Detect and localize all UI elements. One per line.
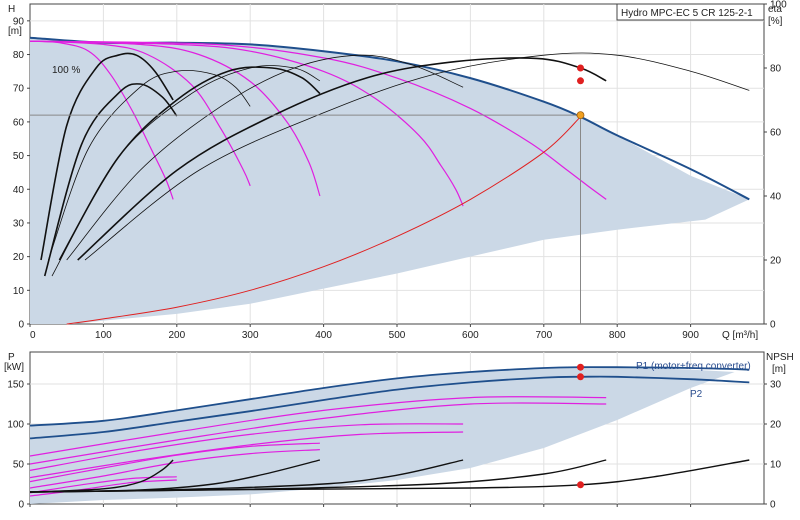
series-line-speed-power	[29, 479, 177, 497]
p1-label: P1 (motor+freq.converter)	[636, 361, 751, 372]
series-line-eta	[84, 52, 750, 261]
p-axis-unit: [kW]	[4, 362, 24, 373]
y-tick-label: 0	[18, 320, 24, 331]
y2-tick-label: 0	[770, 500, 776, 511]
y-tick-label: 70	[13, 84, 25, 95]
series-line-eta	[77, 57, 607, 261]
series-line-speed-power	[29, 396, 607, 457]
series-line-speed-power	[29, 442, 320, 483]
y-tick-label: 10	[13, 286, 25, 297]
y2-tick-label: 100	[770, 0, 787, 11]
operating-point-marker	[577, 77, 584, 85]
y2-tick-label: 20	[770, 256, 782, 267]
y-tick-label: 0	[18, 500, 24, 511]
series-line-speed	[29, 40, 607, 200]
series-line-speed	[29, 40, 174, 200]
series-line-eta	[51, 65, 321, 277]
series-line-speed	[29, 40, 321, 197]
y2-tick-label: 30	[770, 380, 782, 391]
series-line-speed	[29, 40, 251, 187]
speed-100-label: 100 %	[52, 65, 80, 76]
chart-title-box	[616, 3, 765, 21]
eta-axis-label: eta	[768, 4, 782, 15]
series-line-speed-power	[29, 431, 464, 479]
y-tick-label: 150	[7, 380, 24, 391]
power-npsh-panel: 0 50 100 150 0 10 20 30 P [kW] NPSH [m] P1 (mot…	[4, 351, 794, 511]
series-line-eta	[48, 70, 251, 261]
operating-point-marker	[577, 363, 584, 371]
y-tick-label: 80	[13, 50, 25, 61]
operating-point-marker	[576, 111, 585, 120]
series-line-npsh	[29, 459, 750, 493]
bottom-markers	[577, 363, 584, 489]
y-tick-label: 60	[13, 117, 25, 128]
series-line-power	[29, 366, 750, 427]
h-axis-label: H	[8, 4, 15, 15]
npsh-axis-label: NPSH	[766, 352, 794, 363]
series-line-system	[66, 116, 581, 325]
x-tick-label: 0	[30, 330, 36, 341]
y-tick-label: 40	[13, 185, 25, 196]
x-tick-label: 900	[682, 330, 699, 341]
h-axis-unit: [m]	[8, 26, 22, 37]
operating-point-marker	[577, 373, 584, 381]
operating-point-marker	[577, 64, 584, 72]
npsh-axis-unit: [m]	[772, 364, 786, 375]
y-tick-label: 100	[7, 420, 24, 431]
top-markers	[30, 64, 585, 324]
p2-label: P2	[690, 389, 703, 400]
top-curves	[29, 36, 750, 325]
operating-envelope	[30, 367, 735, 504]
series-line-speed-power	[29, 476, 177, 494]
x-tick-label: 500	[389, 330, 406, 341]
y2-tick-label: 80	[770, 64, 782, 75]
y2-tick-label: 0	[770, 320, 776, 331]
series-line-eta	[40, 52, 174, 261]
y-tick-label: 90	[13, 16, 25, 27]
series-line-eta	[43, 83, 178, 277]
y-tick-label: 50	[13, 151, 25, 162]
series-line-eta	[66, 54, 464, 261]
x-tick-label: 600	[462, 330, 479, 341]
y-tick-label: 50	[13, 460, 25, 471]
x-tick-label: 200	[168, 330, 185, 341]
q-axis-label: Q [m³/h]	[722, 330, 758, 341]
series-line-speed-power	[29, 402, 607, 465]
x-tick-label: 400	[315, 330, 332, 341]
y-tick-label: 30	[13, 218, 25, 229]
chart-title: Hydro MPC-EC 5 CR 125-2-1	[621, 8, 753, 19]
series-line-speed-power	[29, 449, 320, 489]
y-tick-label: 20	[13, 252, 25, 263]
x-tick-label: 100	[95, 330, 112, 341]
bottom-curves	[29, 366, 750, 497]
series-line-power	[29, 375, 750, 440]
eta-axis-unit: [%]	[768, 16, 783, 27]
y2-tick-label: 60	[770, 128, 782, 139]
x-tick-label: 700	[535, 330, 552, 341]
bottom-ticks: 0 50 100 150 0 10 20 30	[7, 380, 781, 511]
x-tick-label: 800	[609, 330, 626, 341]
series-line-speed	[29, 40, 464, 207]
y2-tick-label: 40	[770, 192, 782, 203]
y2-tick-label: 20	[770, 420, 782, 431]
x-tick-label: 300	[242, 330, 259, 341]
operating-point-marker	[577, 481, 584, 489]
y2-tick-label: 10	[770, 460, 782, 471]
bottom-envelope	[30, 367, 735, 504]
series-line-speed-power	[29, 423, 464, 471]
p-axis-label: P	[8, 352, 15, 363]
series-line-npsh	[29, 459, 174, 493]
